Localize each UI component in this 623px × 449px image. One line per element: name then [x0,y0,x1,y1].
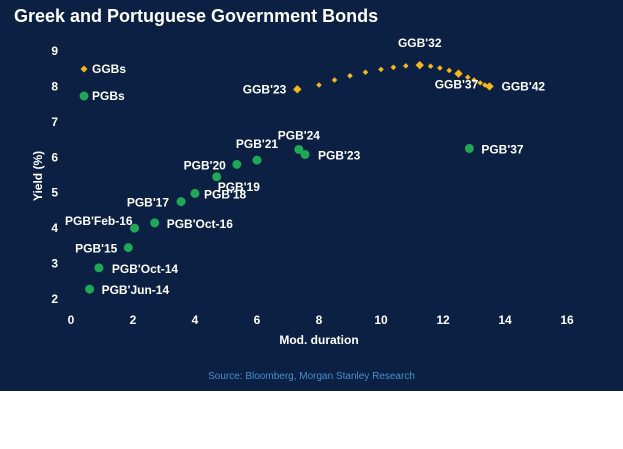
data-label-ggb37: GGB'37 [435,78,479,92]
y-tick-label: 9 [51,44,58,58]
data-point-pgbs [300,149,310,159]
data-point-ggbs [465,74,471,81]
x-tick-label: 16 [560,313,574,327]
y-tick-label: 4 [51,221,58,235]
data-label-pgb19: PGB'19 [218,180,261,194]
data-point-pgbs [212,172,222,182]
y-axis-title: Yield (%) [31,151,45,201]
data-point-pgbs [190,188,200,198]
x-tick-label: 2 [130,313,137,327]
data-point-ggbs [471,77,477,83]
source-note: Source: Bloomberg, Morgan Stanley Resear… [208,371,415,382]
data-point-ggbs [454,69,463,78]
data-point-ggbs [331,77,338,83]
legend: GGBs PGBs [79,62,126,103]
data-point-pgbs [94,263,104,273]
data-point-ggbs [446,67,452,74]
data-label-ggb23: GGB'23 [243,82,287,96]
y-tick-label: 2 [51,292,58,306]
data-point-pgbs [123,243,133,253]
x-tick-label: 4 [192,313,199,327]
data-label-pgb18: PGB'18 [204,187,247,201]
x-tick-label: 14 [498,313,512,327]
legend-label-ggbs: GGBs [92,62,126,76]
data-label-ggb32: GGB'32 [398,36,442,50]
data-point-ggbs [403,63,409,69]
legend-marker-pgbs [79,91,89,101]
data-label-pgboct-16: PGB'Oct-16 [167,217,234,231]
x-tick-label: 12 [436,313,450,327]
data-point-pgbs [150,218,160,228]
data-point-ggbs [378,66,384,73]
legend-marker-ggbs [80,65,88,73]
legend-label-pgbs: PGBs [92,89,125,103]
x-axis-title: Mod. duration [279,333,358,347]
data-point-pgbs [294,144,304,154]
y-tick-label: 3 [51,257,58,271]
data-label-pgboct-14: PGB'Oct-14 [112,262,179,276]
data-point-pgbs [252,155,262,165]
data-point-pgbs [85,284,95,294]
data-labels: GGB'23 GGB'32 GGB'37 GGB'42 PGB'Jun-14 PGB'Oc… [65,36,545,297]
y-tick-label: 6 [51,150,58,164]
data-point-ggbs [415,60,424,70]
data-point-ggbs [485,82,494,91]
data-point-ggbs [437,65,443,71]
data-point-ggbs [293,85,302,94]
x-tick-label: 0 [68,313,75,327]
data-label-pgb20: PGB'20 [184,158,227,172]
data-label-pgb24: PGB'24 [278,128,321,142]
chart-title: Greek and Portuguese Government Bonds [14,6,379,26]
data-points [85,60,494,294]
chart-panel [0,0,623,391]
data-point-ggbs [427,63,434,70]
data-point-ggbs [362,69,369,76]
data-point-ggbs [316,82,322,88]
data-point-ggbs [347,73,353,79]
data-label-pgbfeb-16: PGB'Feb-16 [65,214,133,228]
data-label-pgbjun-14: PGB'Jun-14 [102,283,170,297]
data-point-ggbs [477,80,483,86]
data-label-ggb42: GGB'42 [502,79,546,93]
data-label-pgb17: PGB'17 [127,196,170,210]
data-label-pgb23: PGB'23 [318,148,361,162]
x-tick-label: 10 [374,313,388,327]
data-point-pgbs [464,143,474,153]
y-tick-label: 5 [51,186,58,200]
data-point-pgbs [176,197,186,207]
data-point-pgbs [232,159,242,169]
y-tick-label: 8 [51,79,58,93]
data-label-pgb21: PGB'21 [236,137,279,151]
data-point-pgbs [130,223,140,233]
data-label-pgb15: PGB'15 [75,242,118,256]
data-point-ggbs [390,64,397,71]
x-tick-label: 6 [254,313,261,327]
x-tick-label: 8 [316,313,323,327]
data-label-pgb37: PGB'37 [481,142,524,156]
y-tick-label: 7 [51,115,58,129]
